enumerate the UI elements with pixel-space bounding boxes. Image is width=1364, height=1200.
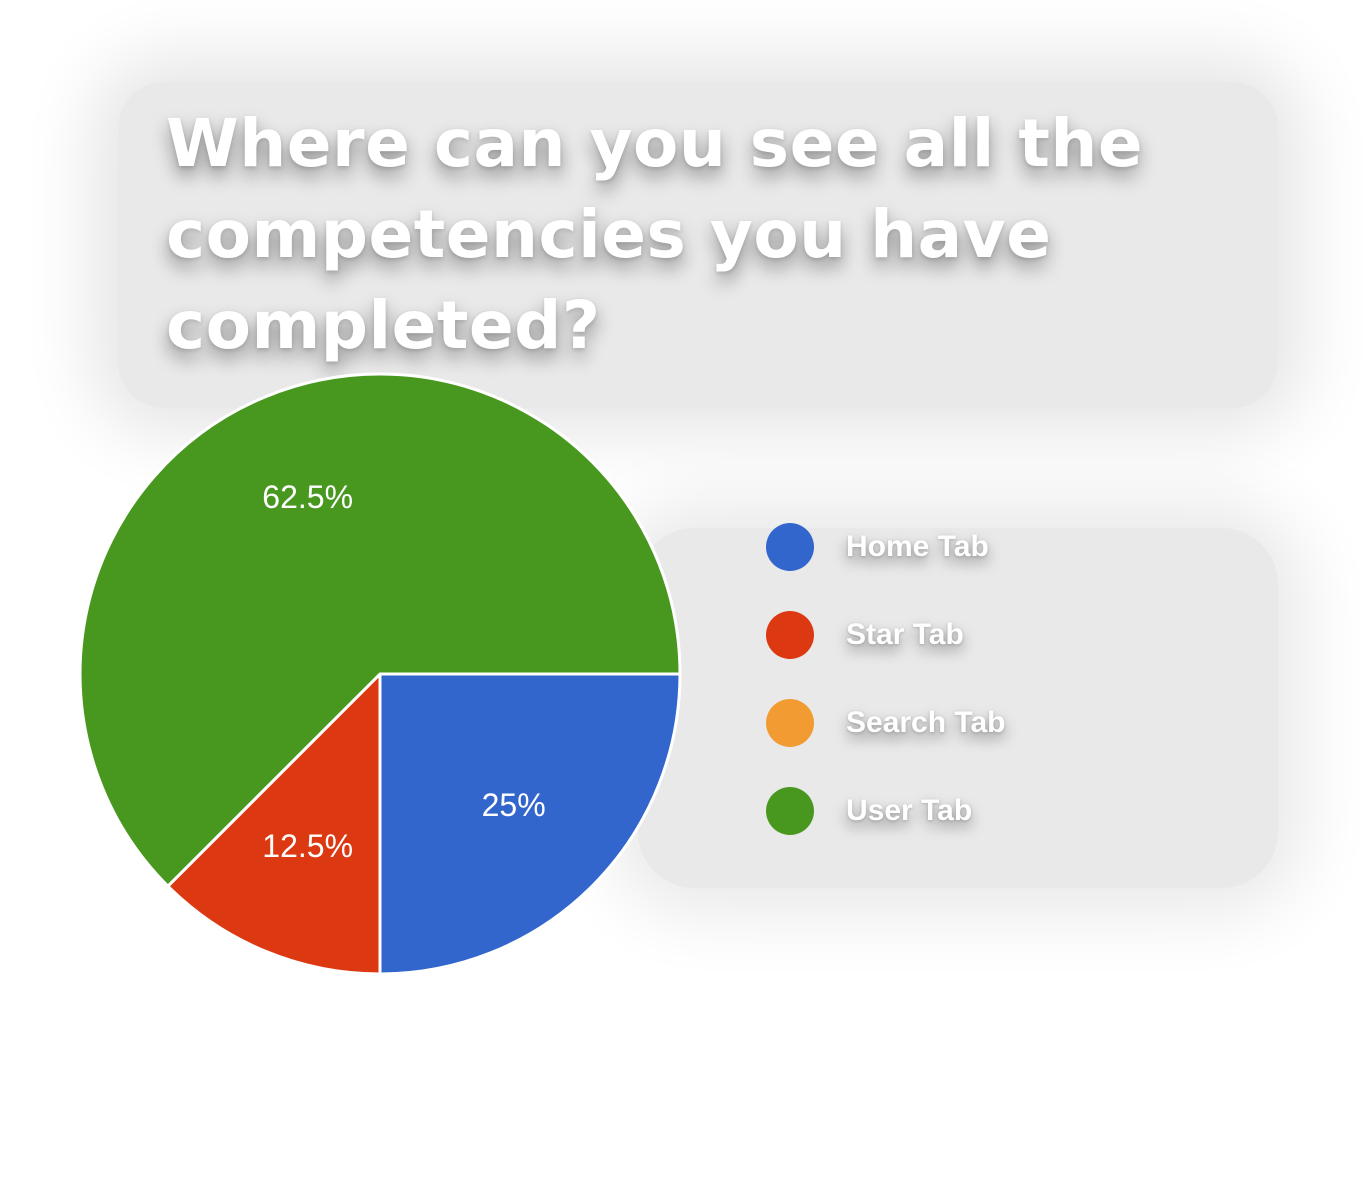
legend-label-user-tab: User Tab [846, 794, 973, 827]
title-panel [118, 82, 1278, 408]
pie-slice-star-tab [166, 672, 382, 976]
chart-title: Where can you see all the competencies y… [166, 105, 1144, 364]
legend-swatch-star-tab [766, 611, 814, 659]
legend-item-search-tab: Search Tab [766, 699, 1006, 747]
legend: Home Tab Star Tab Search Tab User Tab [766, 523, 1006, 875]
legend-swatch-home-tab [766, 523, 814, 571]
legend-item-home-tab: Home Tab [766, 523, 1006, 571]
pie-slice-home-tab [378, 672, 682, 976]
legend-item-star-tab: Star Tab [766, 611, 1006, 659]
legend-label-star-tab: Star Tab [846, 618, 964, 651]
pie-label-star-tab: 12.5% [262, 828, 353, 864]
pie-label-user-tab: 62.5% [262, 479, 353, 515]
pie-slice-user-tab [78, 372, 682, 888]
legend-item-user-tab: User Tab [766, 787, 1006, 835]
legend-swatch-search-tab [766, 699, 814, 747]
legend-panel [638, 528, 1278, 888]
legend-label-search-tab: Search Tab [846, 706, 1006, 739]
pie-chart: 25% 12.5% 62.5% [78, 372, 682, 976]
legend-swatch-user-tab [766, 787, 814, 835]
legend-label-home-tab: Home Tab [846, 530, 989, 563]
pie-label-home-tab: 25% [482, 787, 546, 823]
